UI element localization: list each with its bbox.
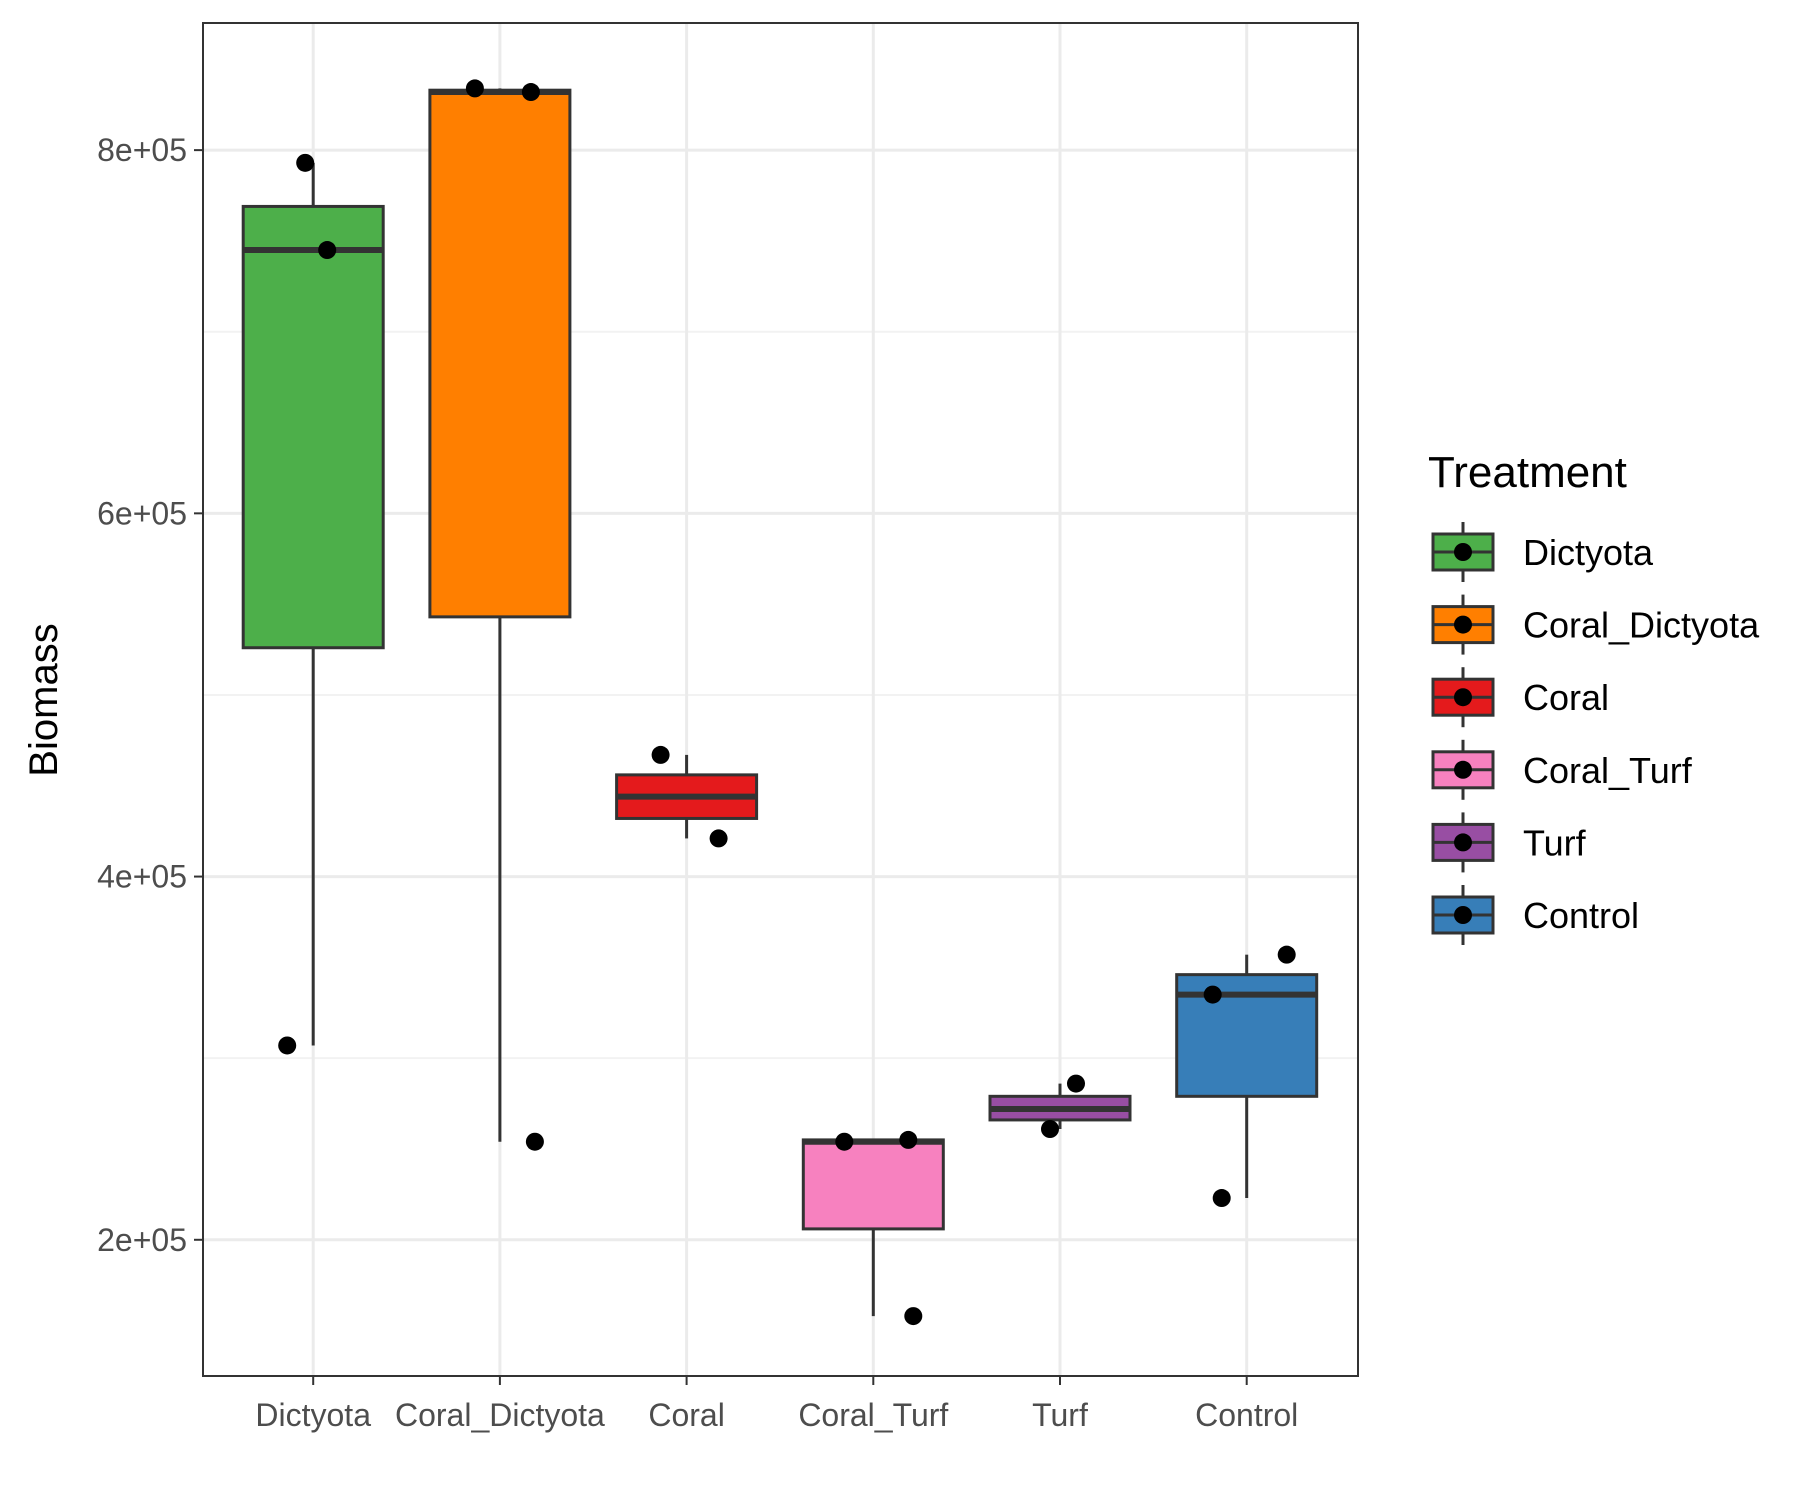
box-dictyota — [241, 204, 385, 650]
y-tick-label: 6e+05 — [97, 495, 187, 531]
legend-item: Coral_Dictyota — [1431, 594, 1760, 655]
data-point — [1203, 985, 1222, 1004]
legend-item: Dictyota — [1431, 522, 1654, 582]
y-axis-title: Biomass — [22, 623, 66, 776]
legend-key-point — [1454, 688, 1472, 707]
legend-item: Turf — [1431, 812, 1587, 873]
legend-label: Coral_Turf — [1523, 750, 1693, 791]
data-point — [318, 241, 337, 260]
legend-key-point — [1454, 615, 1472, 634]
legend-label: Turf — [1523, 822, 1587, 863]
legend-label: Dictyota — [1523, 532, 1654, 573]
data-point — [296, 153, 315, 172]
data-point — [1041, 1120, 1059, 1139]
x-tick-label: Dictyota — [255, 1397, 371, 1433]
minor-gridlines — [203, 330, 1358, 1060]
legend-key-point — [1454, 760, 1472, 779]
legend-item: Coral_Turf — [1431, 739, 1693, 800]
y-tick-label: 8e+05 — [97, 132, 187, 168]
data-point — [899, 1130, 918, 1149]
legend-key-point — [1454, 543, 1472, 561]
legend-label: Coral — [1523, 677, 1609, 718]
x-tick-label: Control — [1195, 1397, 1298, 1433]
x-tick-label: Turf — [1032, 1397, 1088, 1433]
point-layer — [278, 79, 1296, 1326]
box-layer — [241, 88, 1319, 1317]
data-point — [1212, 1189, 1231, 1208]
panel-border — [202, 22, 1359, 1377]
data-point — [651, 745, 670, 764]
data-point — [835, 1132, 854, 1151]
legend-key-point — [1454, 906, 1472, 924]
x-tick-label: Coral_Turf — [798, 1397, 948, 1433]
x-tick-label: Coral — [648, 1397, 724, 1433]
x-axis: Dictyota Coral_Dictyota Coral Coral_Turf Tur… — [255, 1376, 1298, 1433]
y-tick-label: 2e+05 — [97, 1222, 187, 1258]
data-point — [521, 83, 540, 102]
legend-label: Coral_Dictyota — [1523, 605, 1760, 646]
box-coral-dictyota — [428, 88, 572, 619]
data-point — [709, 829, 728, 848]
box-coral-turf — [801, 1138, 945, 1231]
legend-key-point — [1454, 833, 1472, 852]
y-tick-label: 4e+05 — [97, 859, 187, 895]
legend-item: Coral — [1431, 667, 1609, 728]
y-axis: 2e+05 4e+05 6e+05 8e+05 — [97, 132, 203, 1258]
legend: Treatment Dictyota Coral_Dictyota Coral Cor… — [1428, 448, 1760, 945]
legend-label: Control — [1523, 895, 1639, 936]
data-point — [525, 1132, 544, 1151]
x-tick-label: Coral_Dictyota — [395, 1397, 605, 1433]
data-point — [904, 1307, 923, 1326]
data-point — [1067, 1074, 1085, 1093]
legend-item: Control — [1431, 885, 1639, 945]
data-point — [278, 1036, 297, 1055]
data-point — [465, 79, 484, 98]
legend-title: Treatment — [1428, 448, 1627, 497]
panel-background — [203, 23, 1358, 1376]
data-point — [1277, 945, 1296, 964]
